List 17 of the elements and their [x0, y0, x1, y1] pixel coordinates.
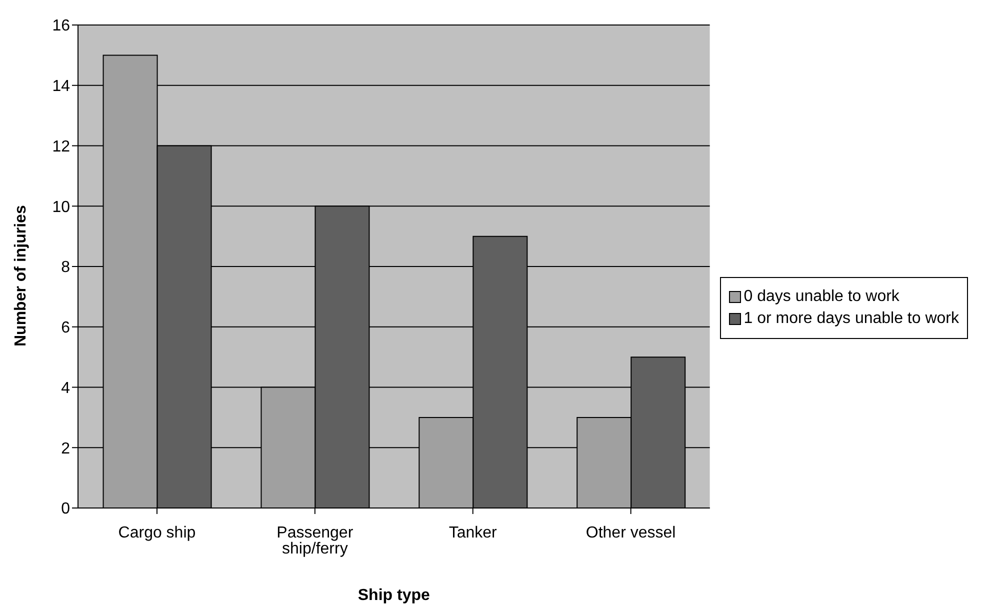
y-tick-label: 14 — [52, 78, 70, 96]
legend-label: 0 days unable to work — [744, 288, 900, 306]
y-tick-label: 4 — [61, 380, 70, 397]
y-tick-label: 2 — [61, 440, 70, 458]
x-tick-label: Passenger ship/ferry — [276, 524, 354, 558]
x-tick-label: Cargo ship — [118, 524, 196, 542]
x-tick-label: Other vessel — [586, 524, 676, 542]
y-tick-label: 10 — [52, 198, 70, 216]
y-tick-label: 6 — [61, 320, 70, 337]
y-tick-label: 8 — [61, 259, 70, 276]
legend-label: 1 or more days unable to work — [744, 310, 959, 328]
y-tick-label: 12 — [52, 138, 70, 156]
y-tick-label: 0 — [61, 500, 70, 518]
x-axis-title: Ship type — [358, 587, 430, 604]
y-axis-title: Number of injuries — [12, 205, 30, 346]
y-tick-label: 16 — [52, 18, 70, 35]
x-tick-label: Tanker — [448, 524, 498, 542]
